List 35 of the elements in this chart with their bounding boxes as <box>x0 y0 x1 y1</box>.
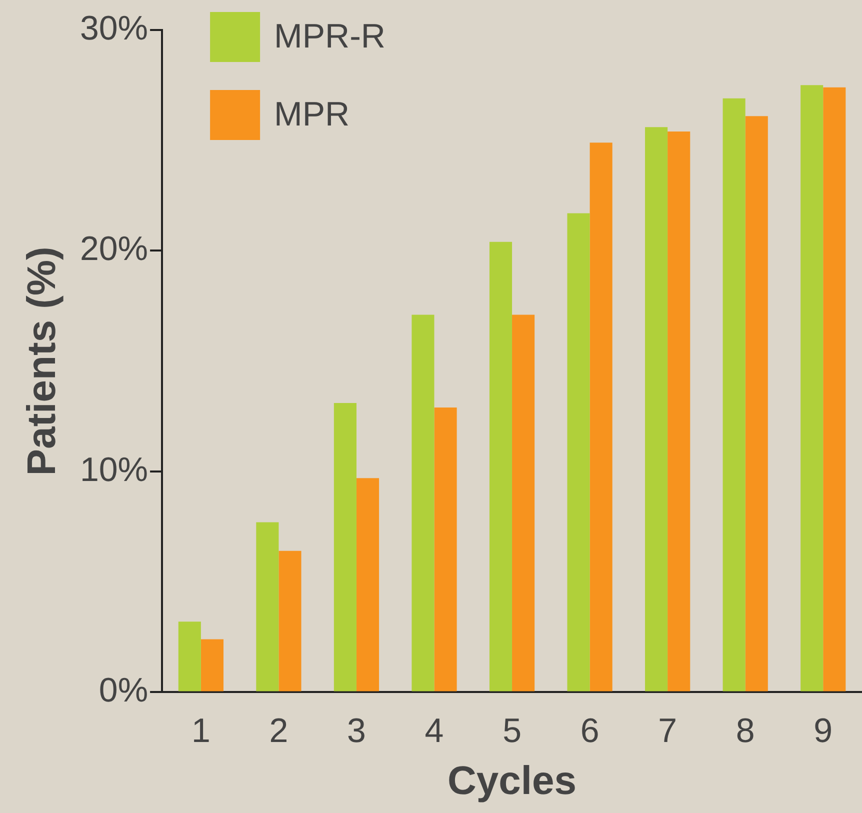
bar <box>489 242 512 692</box>
legend-label: MPR <box>274 95 350 134</box>
x-tick-label: 7 <box>658 712 678 750</box>
bar <box>567 213 590 692</box>
bar <box>256 522 279 692</box>
bar <box>722 98 746 692</box>
y-tick-label: 10% <box>80 450 148 489</box>
x-axis-title: Cycles <box>448 759 577 804</box>
bar <box>512 314 535 692</box>
bar <box>645 127 668 692</box>
y-tick-label: 20% <box>80 230 148 268</box>
bar <box>590 142 612 692</box>
bar <box>668 132 690 692</box>
x-tick-label: 9 <box>814 712 833 750</box>
bar <box>356 478 380 692</box>
x-tick-label: 2 <box>269 712 288 750</box>
x-tick-label: 1 <box>191 712 210 750</box>
y-tick-label: 0% <box>98 672 148 710</box>
y-tick-label: 30% <box>80 9 148 48</box>
bar <box>334 403 356 692</box>
bar <box>412 314 434 692</box>
bar <box>278 550 302 692</box>
bar <box>745 116 768 692</box>
bar <box>823 87 846 692</box>
x-tick-label: 5 <box>502 712 522 750</box>
x-tick-label: 4 <box>424 712 444 750</box>
bar <box>800 85 824 692</box>
bar <box>200 639 224 692</box>
legend-label: MPR-R <box>274 17 386 56</box>
x-tick-label: 3 <box>347 712 366 750</box>
bar <box>178 622 201 692</box>
x-tick-label: 6 <box>580 712 600 750</box>
x-tick-label: 8 <box>736 712 755 750</box>
y-axis-title: Patients (%) <box>20 246 64 476</box>
bar <box>434 407 457 692</box>
